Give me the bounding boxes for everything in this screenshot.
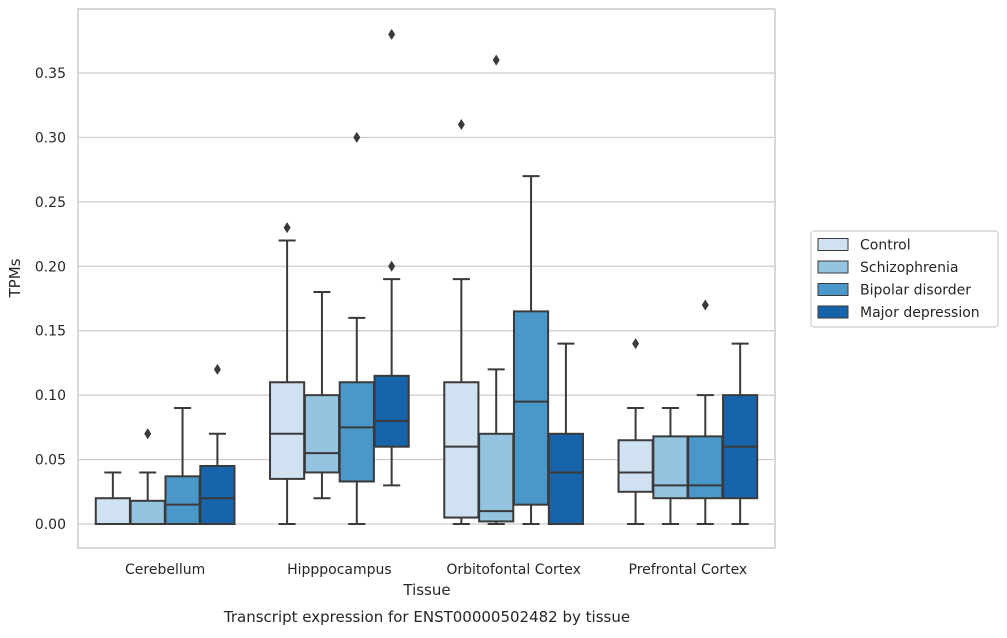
legend-label: Control bbox=[860, 238, 911, 254]
outlier-point bbox=[457, 119, 465, 131]
outlier-point bbox=[283, 222, 291, 234]
box-plot bbox=[303, 291, 341, 500]
box bbox=[94, 497, 131, 526]
box-plot bbox=[687, 299, 724, 525]
box bbox=[687, 435, 724, 500]
y-tick-label: 0.15 bbox=[35, 324, 66, 340]
outlier-point bbox=[632, 338, 640, 350]
x-tick-label: Orbitofontal Cortex bbox=[446, 562, 581, 578]
box bbox=[199, 465, 236, 525]
legend-item: Control bbox=[817, 238, 911, 254]
legend: Control Schizophrenia Bipolar disorder Majo… bbox=[810, 230, 999, 328]
box-plot bbox=[373, 28, 410, 487]
legend-swatch bbox=[817, 260, 849, 274]
box bbox=[129, 499, 166, 526]
outlier-point bbox=[144, 428, 152, 440]
y-tick-label: 0.10 bbox=[35, 388, 66, 404]
x-tick-labels: Cerebellum Hipppocampus Orbitofontal Corte… bbox=[125, 562, 747, 578]
outlier-point bbox=[353, 131, 361, 143]
y-tick-label: 0.05 bbox=[35, 453, 66, 469]
legend-label: Bipolar disorder bbox=[860, 283, 971, 299]
legend-item: Bipolar disorder bbox=[817, 283, 971, 299]
box bbox=[269, 381, 306, 480]
box-plot bbox=[199, 363, 236, 525]
box-plot bbox=[338, 131, 375, 525]
y-tick-labels: 0.00 0.05 0.10 0.15 0.20 0.25 0.30 0.35 bbox=[35, 66, 66, 533]
box bbox=[617, 439, 654, 493]
x-axis-label: Tissue bbox=[402, 581, 450, 599]
box bbox=[443, 381, 480, 519]
box-plot bbox=[722, 342, 759, 525]
box bbox=[512, 310, 550, 506]
legend-label: Major depression bbox=[860, 305, 980, 321]
legend-swatch bbox=[817, 238, 849, 251]
box-plot bbox=[164, 407, 201, 525]
box-plot bbox=[512, 175, 550, 525]
box-plot bbox=[443, 119, 480, 525]
box-series bbox=[94, 28, 759, 526]
box bbox=[478, 432, 515, 523]
outlier-point bbox=[492, 54, 500, 66]
box bbox=[303, 394, 341, 474]
box-plot bbox=[269, 222, 306, 525]
box bbox=[338, 381, 375, 483]
plot-border bbox=[77, 8, 776, 549]
outlier-point bbox=[701, 299, 709, 311]
box-plot bbox=[129, 428, 166, 526]
legend-item: Schizophrenia bbox=[817, 260, 958, 276]
legend-label: Schizophrenia bbox=[860, 260, 958, 276]
box-plot bbox=[617, 338, 654, 525]
box-plot bbox=[652, 407, 689, 525]
box bbox=[164, 475, 201, 525]
legend-swatch bbox=[817, 283, 849, 296]
outlier-point bbox=[388, 260, 396, 272]
y-tick-label: 0.20 bbox=[35, 259, 66, 275]
y-tick-label: 0.00 bbox=[35, 517, 66, 533]
box bbox=[547, 432, 584, 525]
box-plot bbox=[478, 54, 515, 525]
grid-layer bbox=[78, 72, 775, 525]
chart-title: Transcript expression for ENST0000050248… bbox=[223, 608, 630, 626]
legend-item: Major depression bbox=[817, 305, 980, 321]
legend-frame bbox=[810, 230, 999, 328]
y-tick-label: 0.30 bbox=[35, 130, 66, 146]
box bbox=[652, 435, 689, 500]
box-plot bbox=[94, 471, 131, 526]
y-axis-label: TPMs bbox=[6, 258, 24, 298]
box-plot bbox=[547, 342, 584, 525]
legend-swatch bbox=[817, 305, 849, 319]
x-tick-label: Hipppocampus bbox=[287, 562, 392, 578]
y-tick-label: 0.35 bbox=[35, 66, 66, 82]
x-tick-label: Prefrontal Cortex bbox=[629, 562, 748, 578]
plot-frame bbox=[77, 8, 776, 549]
outlier-point bbox=[388, 28, 396, 40]
x-tick-label: Cerebellum bbox=[125, 562, 205, 578]
y-tick-label: 0.25 bbox=[35, 195, 66, 211]
box bbox=[373, 374, 410, 448]
outlier-point bbox=[213, 363, 221, 375]
